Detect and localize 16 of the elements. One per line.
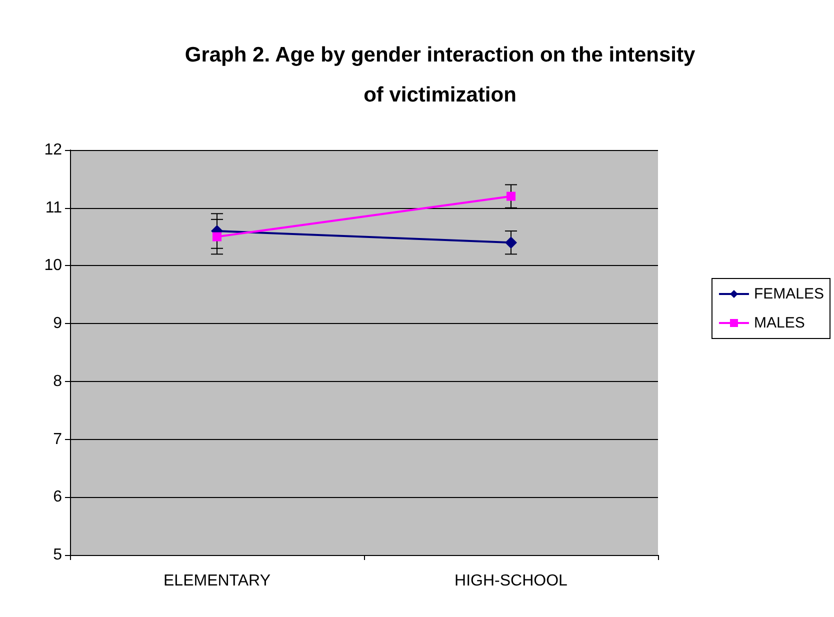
x-tick-label: HIGH-SCHOOL — [454, 572, 568, 590]
y-tick-label: 11 — [45, 199, 62, 216]
y-tick-label: 8 — [53, 372, 62, 390]
point — [506, 192, 516, 201]
y-tick-label: 5 — [53, 546, 62, 564]
y-tick-label: 6 — [53, 488, 62, 506]
y-tick-label: 9 — [53, 315, 62, 332]
legend-label: MALES — [754, 314, 805, 332]
x-tick-label: ELEMENTARY — [164, 572, 271, 590]
point — [212, 232, 222, 242]
y-tick-label: 12 — [44, 142, 62, 158]
y-tick-label: 10 — [44, 257, 62, 274]
chart-title: Graph 2. Age by gender interaction on the intensity of victimization — [184, 44, 696, 106]
legend-label: FEMALES — [754, 286, 824, 302]
y-tick-label: 7 — [53, 430, 62, 448]
point — [505, 236, 517, 249]
